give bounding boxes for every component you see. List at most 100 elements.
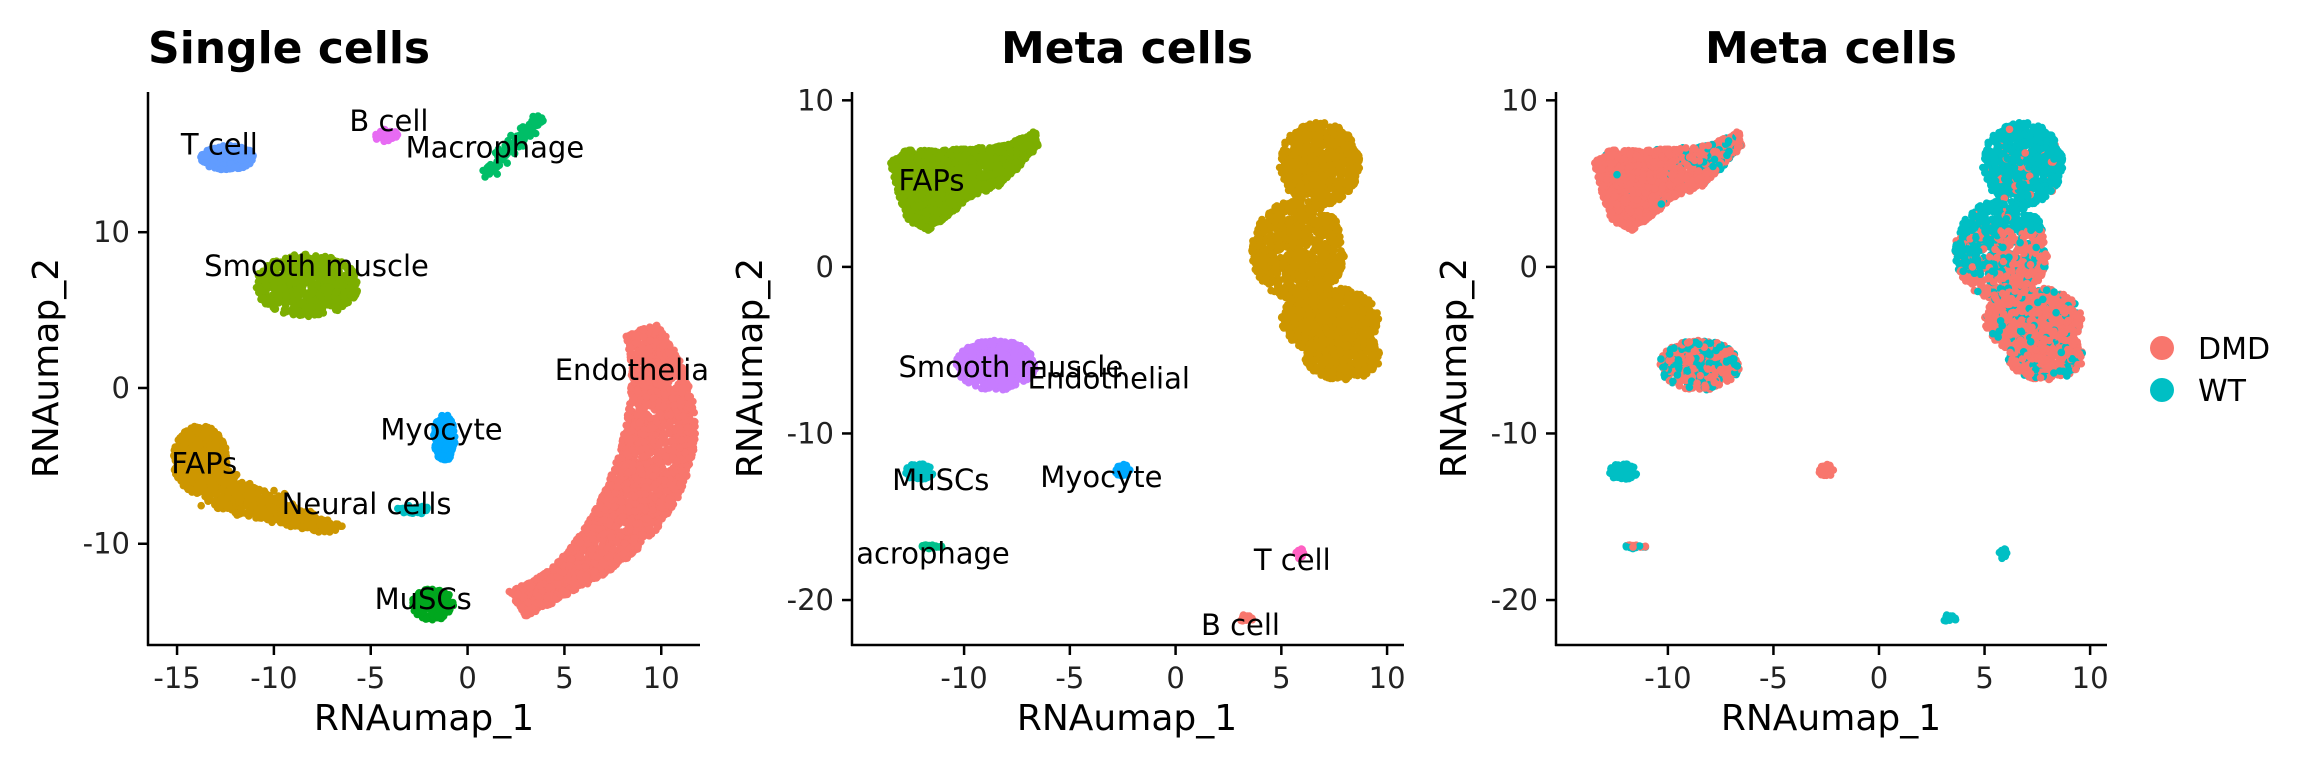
point-faps <box>220 499 229 507</box>
point-faps <box>263 491 272 500</box>
point-endothelial <box>626 344 635 352</box>
point-faps <box>246 493 254 502</box>
point-endothelial <box>633 477 642 485</box>
point-endothelial <box>593 553 601 561</box>
point-endothelial <box>526 583 535 592</box>
point-endothelial <box>662 452 670 461</box>
point-smooth-muscle <box>262 282 271 290</box>
point-endothelial <box>623 479 631 488</box>
point-faps <box>211 490 220 499</box>
point-endothelial <box>599 530 607 539</box>
point-endothelial <box>621 431 630 440</box>
point-endothelial <box>679 412 687 420</box>
point-endothelial <box>686 436 695 444</box>
point-endothelial <box>614 483 622 491</box>
point-endothelial <box>537 573 545 581</box>
point-endothelial <box>534 592 542 601</box>
point-endothelial <box>633 387 642 396</box>
point-faps <box>237 505 246 513</box>
point-endothelial <box>649 472 657 481</box>
point-endothelial <box>635 405 643 414</box>
point-smooth-muscle <box>299 298 307 307</box>
point-endothelial <box>636 465 645 473</box>
point-faps <box>259 505 268 514</box>
point-endothelial <box>559 568 568 577</box>
point-endothelial <box>660 476 669 485</box>
point-endothelial <box>596 501 604 510</box>
point-endothelial <box>664 420 673 429</box>
point-endothelial <box>555 558 563 566</box>
point-endothelial <box>642 444 650 453</box>
point-endothelial <box>649 506 657 514</box>
point-endothelial <box>658 329 667 338</box>
point-endothelial <box>631 449 639 458</box>
point-endothelial <box>624 518 633 526</box>
point-endothelial <box>691 422 699 431</box>
point-endothelial <box>675 423 684 432</box>
point-endothelial <box>607 559 615 567</box>
point-endothelial <box>565 561 573 570</box>
point-faps <box>183 483 192 492</box>
point-endothelial <box>654 518 663 527</box>
point-faps <box>233 511 241 519</box>
point-t-cell <box>217 165 225 174</box>
point-endothelial <box>590 568 599 576</box>
point-endothelial <box>618 512 627 521</box>
point-faps <box>270 505 278 514</box>
point-endothelial <box>641 483 650 491</box>
point-endothelial <box>655 409 664 418</box>
point-endothelial <box>659 402 668 411</box>
point-endothelial <box>629 460 637 469</box>
point-endothelial <box>664 495 673 504</box>
point-faps <box>252 514 260 522</box>
point-smooth-muscle <box>308 289 317 298</box>
point-faps <box>211 430 219 438</box>
point-smooth-muscle <box>291 302 300 310</box>
point-endothelial <box>614 455 623 464</box>
point-endothelial <box>673 457 681 465</box>
point-endothelial <box>651 338 660 346</box>
point-faps <box>197 501 205 510</box>
point-endothelial <box>675 444 684 452</box>
point-faps <box>210 481 219 489</box>
point-endothelial <box>657 503 666 512</box>
point-endothelial <box>655 439 663 448</box>
point-endothelial <box>674 493 682 502</box>
point-smooth-muscle <box>324 297 333 305</box>
point-faps <box>327 522 336 530</box>
point-endothelial <box>666 410 675 419</box>
point-faps <box>234 493 242 501</box>
point-smooth-muscle <box>292 286 301 295</box>
point-smooth-muscle <box>301 305 310 314</box>
point-endothelial <box>576 539 585 547</box>
point-endothelial <box>662 487 671 495</box>
point-faps <box>200 429 208 438</box>
point-endothelial <box>620 539 629 548</box>
point-endothelial <box>554 581 562 589</box>
point-endothelial <box>649 393 657 402</box>
point-endothelial <box>630 492 639 501</box>
point-endothelial <box>660 432 669 440</box>
point-endothelial <box>513 598 521 607</box>
point-endothelial <box>607 533 616 541</box>
point-smooth-muscle <box>351 291 360 299</box>
point-endothelial <box>626 407 634 416</box>
point-endothelial <box>642 393 651 402</box>
point-smooth-muscle <box>289 310 298 319</box>
point-endothelial <box>567 555 576 563</box>
point-endothelial <box>643 460 651 469</box>
point-endothelial <box>598 558 606 567</box>
point-endothelial <box>600 516 608 524</box>
point-smooth-muscle <box>274 292 283 301</box>
point-faps <box>195 436 203 445</box>
point-faps <box>245 507 254 515</box>
point-endothelial <box>581 562 590 571</box>
point-endothelial <box>677 466 686 475</box>
point-endothelial <box>635 419 644 427</box>
point-endothelial <box>582 526 591 534</box>
point-endothelial <box>563 590 572 599</box>
point-endothelial <box>638 531 647 539</box>
point-endothelial <box>514 590 522 599</box>
